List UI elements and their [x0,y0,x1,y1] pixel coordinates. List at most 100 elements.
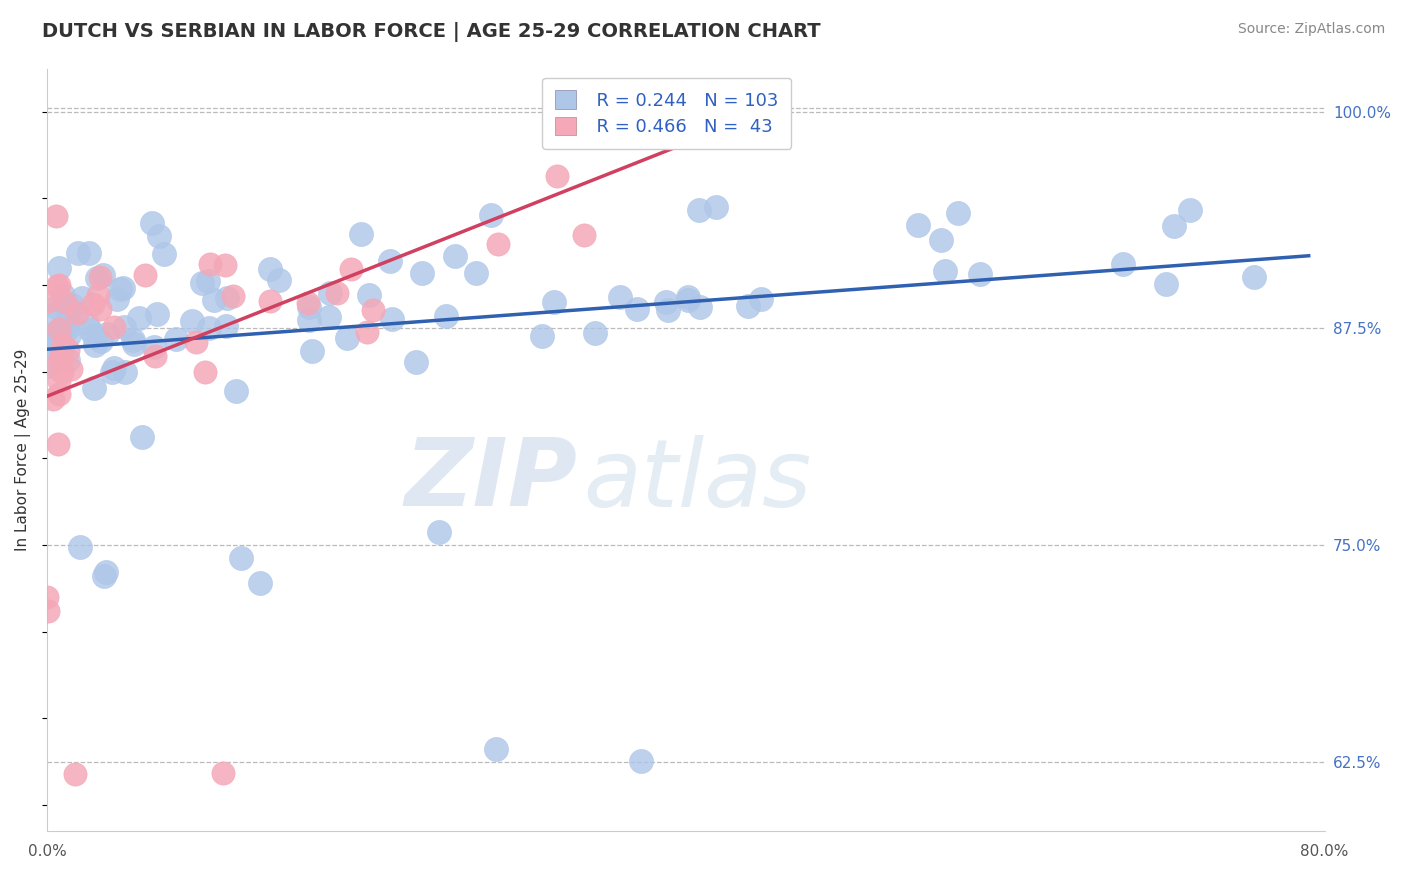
Point [381,312,404,326]
Point [60,298,83,312]
Point [411,266,433,280]
Point [103,361,125,376]
Point [749,292,772,306]
Point [60,362,83,376]
Point [357,288,380,302]
Point [48,387,70,401]
Point [378,253,401,268]
Point [128,310,150,325]
Point [84,338,107,352]
Point [121,333,143,347]
Point [44,359,66,373]
Point [58,343,80,357]
Point [194,365,217,379]
Point [181,314,204,328]
Point [110,282,132,296]
Point [46,437,69,451]
Point [465,266,488,280]
Text: Source: ZipAtlas.com: Source: ZipAtlas.com [1237,22,1385,37]
Point [969,268,991,282]
Point [214,258,236,272]
Point [45,325,67,339]
Point [87,288,110,302]
Point [737,299,759,313]
Point [53,295,76,310]
Point [405,355,427,369]
Point [56,322,79,336]
Point [655,295,678,310]
Point [48,260,70,275]
Point [198,257,221,271]
Point [49,346,72,360]
Point [204,293,226,308]
Point [42,309,65,323]
Point [609,290,631,304]
Point [122,336,145,351]
Point [42,392,65,406]
Point [90,334,112,349]
Point [217,291,239,305]
Point [484,742,506,756]
Point [907,218,929,232]
Point [38,334,60,348]
Point [298,313,321,327]
Point [434,309,457,323]
Point [1178,202,1201,217]
Point [676,293,699,308]
Point [142,340,165,354]
Point [948,205,970,219]
Point [66,305,89,319]
Point [58,310,80,324]
Point [1154,277,1177,291]
Point [83,329,105,343]
Point [70,292,93,306]
Point [318,310,340,324]
Point [52,288,75,302]
Point [93,568,115,582]
Y-axis label: In Labor Force | Age 25-29: In Labor Force | Age 25-29 [15,349,31,551]
Point [301,343,323,358]
Point [350,227,373,241]
Point [626,301,648,316]
Point [298,300,321,314]
Point [212,765,235,780]
Point [479,208,502,222]
Point [676,290,699,304]
Point [184,334,207,349]
Point [198,321,221,335]
Text: DUTCH VS SERBIAN IN LABOR FORCE | AGE 25-29 CORRELATION CHART: DUTCH VS SERBIAN IN LABOR FORCE | AGE 25… [42,22,821,42]
Point [45,209,67,223]
Point [197,274,219,288]
Point [148,229,170,244]
Point [94,565,117,579]
Point [340,261,363,276]
Point [48,278,70,293]
Point [319,285,342,300]
Point [356,325,378,339]
Point [706,200,728,214]
Point [1163,219,1185,233]
Point [336,331,359,345]
Point [143,349,166,363]
Point [689,300,711,314]
Legend:   R = 0.244   N = 103,   R = 0.466   N =  43: R = 0.244 N = 103, R = 0.466 N = 43 [541,78,792,149]
Point [530,329,553,343]
Point [267,273,290,287]
Point [48,374,70,388]
Point [222,289,245,303]
Point [37,293,59,308]
Point [146,307,169,321]
Point [1243,269,1265,284]
Point [225,384,247,398]
Point [96,327,118,342]
Point [82,297,104,311]
Point [152,247,174,261]
Point [486,236,509,251]
Point [134,268,156,282]
Point [89,302,111,317]
Point [45,300,67,314]
Point [112,319,135,334]
Point [929,233,952,247]
Point [574,227,596,242]
Point [630,754,652,768]
